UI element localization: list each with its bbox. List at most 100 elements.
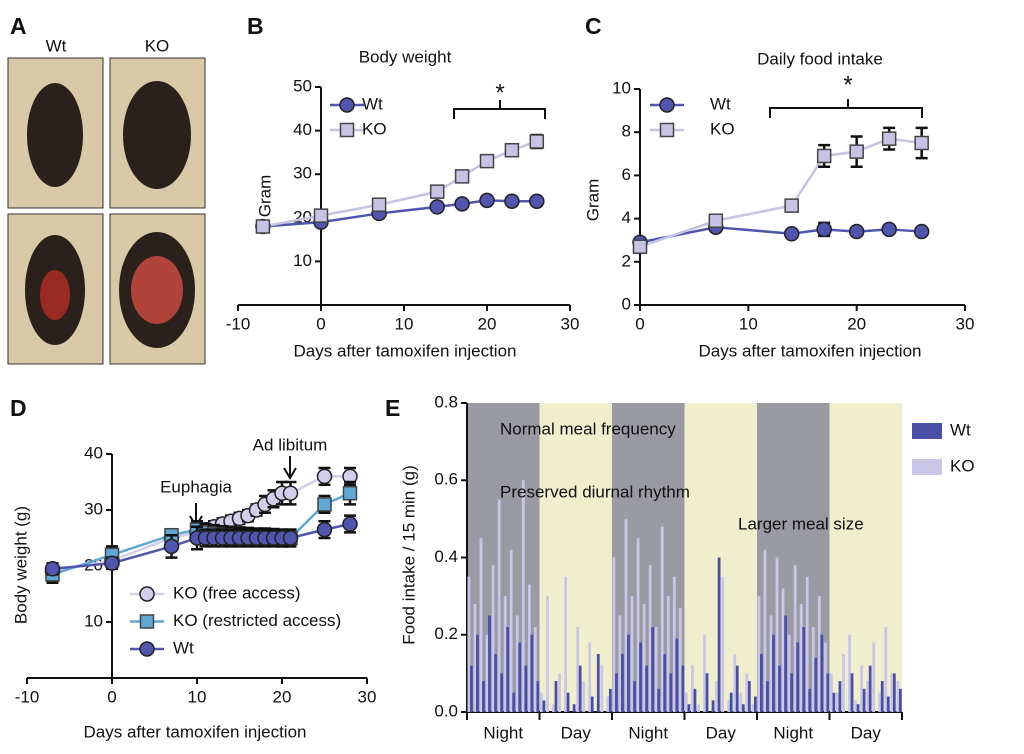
bar [608,688,612,712]
bar [799,603,803,712]
x-tick-label: 10 [739,314,758,333]
panel-label: D [10,395,27,421]
x-tick-label: -10 [226,314,251,333]
marker [816,148,832,164]
bar [703,634,706,712]
bar [663,654,667,712]
marker [849,144,864,159]
legend-marker [139,586,155,602]
bar [814,657,818,712]
x-tick-label: 30 [358,687,377,706]
x-axis-title: Days after tamoxifen injection [294,341,517,360]
bar [485,634,489,712]
bar [494,654,497,712]
marker [44,561,61,577]
bar [621,654,624,712]
bar [476,634,479,712]
y-tick-label: 40 [84,443,103,462]
column-label: KO [145,36,170,55]
legend-marker [659,122,675,138]
bar [880,681,884,712]
bar [760,654,763,712]
marker [913,223,930,240]
bar [582,681,586,712]
bar [811,627,815,712]
bar [500,673,504,712]
x-tick-label: 0 [635,314,644,333]
bar [627,634,630,712]
bar [896,681,900,712]
bar [848,634,851,712]
bar [778,665,781,712]
bar [854,700,857,712]
chart-title: Daily food intake [757,49,883,68]
marker [914,135,929,151]
bar [757,596,761,712]
marker [783,225,800,242]
period-band [612,403,685,712]
bar [878,692,882,712]
bar [624,518,628,712]
bar [751,704,755,712]
legend-label: Wt [362,94,383,113]
bar [576,627,580,712]
y-tick-label: 8 [622,122,631,141]
marker [316,521,333,538]
bar [836,692,839,712]
bar [615,673,618,712]
annotation: Ad libitum [253,435,328,454]
marker [317,497,332,512]
panel-label: B [247,13,264,39]
x-tick-label: 20 [478,314,497,333]
bar [521,480,525,712]
bar [648,565,652,712]
bar [826,673,830,712]
y-tick-label: 10 [293,251,312,270]
bar [772,634,775,712]
bar [802,627,806,712]
marker [848,223,865,240]
x-tick-label: 20 [847,314,866,333]
legend-marker [139,641,155,657]
bar [518,642,522,712]
y-axis-title: Body weight (g) [11,506,30,624]
bar [642,603,646,712]
bar [747,681,751,712]
bar [872,642,876,712]
bar [729,692,733,712]
bar [842,654,845,712]
bar [741,704,745,712]
bar [542,700,546,712]
bar [678,607,682,712]
marker [454,169,470,184]
bar [512,692,516,712]
bar [470,665,473,712]
bar [820,634,824,712]
bar [721,576,725,712]
panel-label: E [385,395,400,421]
x-tick-label: Night [628,723,668,742]
bar [687,704,691,712]
y-axis-title: Gram [583,179,602,222]
marker [529,134,545,149]
bar [796,642,800,712]
marker [104,555,120,571]
bar [554,681,558,712]
y-tick-label: 30 [293,164,312,183]
bar [769,615,773,712]
marker [504,193,520,209]
period-band [539,403,612,712]
bar [503,596,507,712]
bar [832,692,836,712]
bar [862,688,866,712]
bar [823,642,827,712]
bar [808,688,812,712]
legend-marker [139,614,155,629]
chart-title: Body weight [359,47,452,66]
bar [781,588,785,712]
mouse-photos [7,57,206,365]
y-tick-label: 0.8 [434,392,458,411]
annotation: Larger meal size [738,514,864,533]
legend-marker [339,97,355,113]
